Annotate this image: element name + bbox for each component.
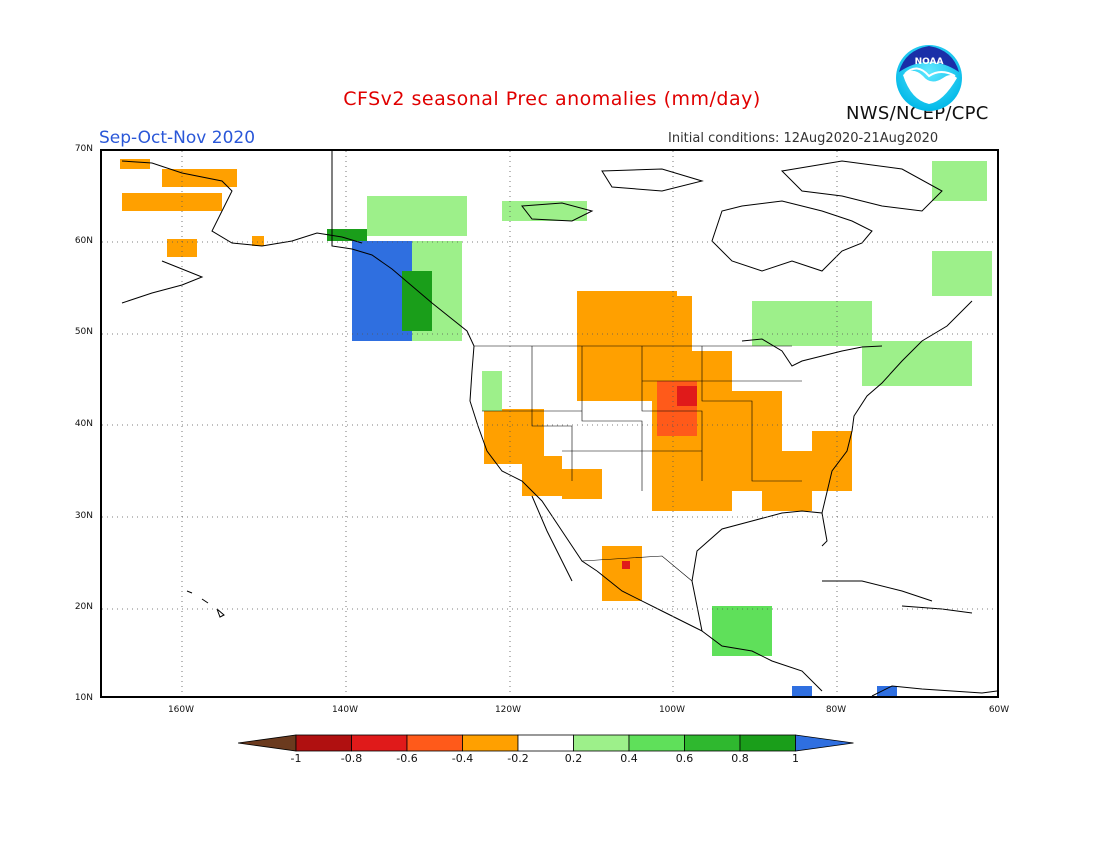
lat-label: 70N <box>74 144 93 154</box>
lon-label: 80W <box>825 705 847 715</box>
anomaly-cell <box>792 686 812 696</box>
colorbar-swatch <box>462 734 519 752</box>
lon-label: 100W <box>658 705 686 715</box>
anomaly-cell <box>367 196 467 236</box>
colorbar-label: 1 <box>792 752 799 765</box>
colorbar-label: 0.2 <box>564 752 583 765</box>
lon-label: 60W <box>988 705 1010 715</box>
colorbar-label: -0.6 <box>396 752 418 765</box>
anomaly-cell <box>622 296 692 351</box>
lon-label: 160W <box>167 705 195 715</box>
lat-label: 60N <box>74 236 93 246</box>
colorbar-label: -0.8 <box>340 752 363 765</box>
lat-label: 40N <box>74 419 93 429</box>
initial-conditions-label: Initial conditions: 12Aug2020-21Aug2020 <box>668 131 939 146</box>
anomaly-cell <box>327 229 367 241</box>
colorbar-swatch <box>351 734 408 752</box>
colorbar-label: -0.2 <box>507 752 529 765</box>
anomaly-cell <box>162 169 237 187</box>
anomaly-cell <box>752 301 872 346</box>
colorbar-label: -0.4 <box>451 752 474 765</box>
anomaly-cell <box>622 561 630 569</box>
lat-label: 20N <box>74 602 93 612</box>
colorbar <box>238 734 854 752</box>
anomaly-cell <box>932 251 992 296</box>
anomaly-cell <box>252 236 264 246</box>
anomaly-cell <box>562 469 602 499</box>
anomaly-cell <box>482 371 502 411</box>
anomaly-cell <box>812 431 852 491</box>
lat-label: 10N <box>74 693 93 703</box>
anomaly-cell <box>602 546 642 601</box>
anomaly-cell <box>877 686 897 696</box>
colorbar-swatch <box>406 734 463 752</box>
map-title: CFSv2 seasonal Prec anomalies (mm/day) <box>343 88 761 110</box>
political-borders <box>474 345 802 582</box>
lon-label: 140W <box>331 705 359 715</box>
anomaly-cell <box>167 239 197 257</box>
colorbar-swatch <box>573 734 630 752</box>
colorbar-swatch <box>295 734 352 752</box>
anomaly-cell <box>402 271 432 331</box>
anomaly-cell <box>120 159 150 169</box>
agency-label: NWS/NCEP/CPC <box>846 103 989 124</box>
colorbar-swatch <box>739 734 796 752</box>
colorbar-label: 0.8 <box>731 752 749 765</box>
logo-text: NOAA <box>915 57 944 67</box>
precip-anomaly-map <box>102 151 998 697</box>
colorbar-label: 0.6 <box>675 752 694 765</box>
anomaly-cells <box>120 159 992 696</box>
coastlines <box>121 151 998 697</box>
gridlines <box>102 151 997 696</box>
season-label: Sep-Oct-Nov 2020 <box>99 128 256 148</box>
colorbar-swatch <box>628 734 685 752</box>
colorbar-swatch <box>517 734 574 752</box>
colorbar-swatch <box>238 734 297 752</box>
map-frame <box>100 149 999 698</box>
anomaly-cell <box>484 409 544 464</box>
anomaly-cell <box>122 193 222 211</box>
colorbar-swatch <box>684 734 741 752</box>
anomaly-cell <box>862 341 972 386</box>
lon-label: 120W <box>494 705 522 715</box>
anomaly-cell <box>522 456 562 496</box>
colorbar-swatch <box>795 734 854 752</box>
anomaly-cell <box>677 386 697 406</box>
anomaly-cell <box>932 161 987 201</box>
lat-label: 50N <box>74 327 93 337</box>
colorbar-label: 0.4 <box>620 752 638 765</box>
lat-label: 30N <box>74 511 93 521</box>
anomaly-cell <box>712 606 772 656</box>
colorbar-label: -1 <box>290 752 302 765</box>
noaa-logo-icon: NOAA <box>896 45 962 111</box>
